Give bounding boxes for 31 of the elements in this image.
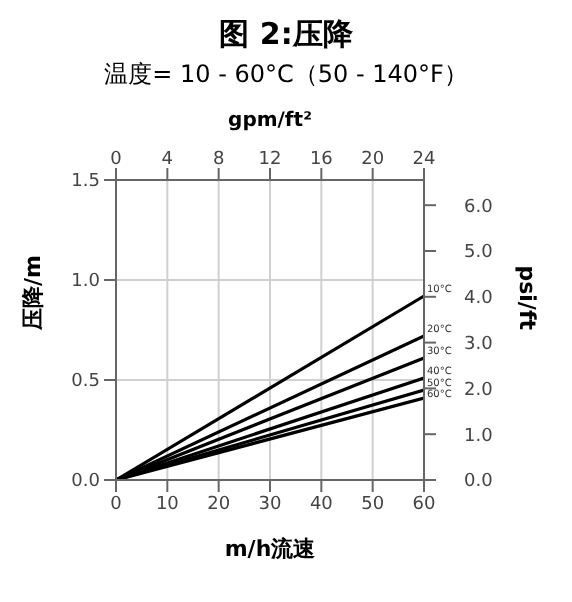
y-tick-label: 0.0: [71, 472, 101, 493]
chart-subtitle: 温度= 10 - 60°C（50 - 140°F）: [102, 58, 470, 92]
x-tick-label: 30: [258, 494, 282, 515]
x2-tick-label: 8: [212, 150, 225, 170]
x2-axis-title: gpm/ft²: [228, 110, 312, 133]
y2-tick-label: 3.0: [464, 334, 494, 355]
y-tick-label: 1.5: [71, 172, 100, 193]
x2-tick-label: 20: [361, 150, 385, 170]
x-tick-label: 50: [361, 494, 385, 515]
x2-tick-label: 0: [110, 150, 123, 170]
y-tick-label: 1.0: [71, 272, 101, 293]
x-tick-label: 40: [309, 494, 334, 515]
chart-title: 图 2:压降: [217, 16, 355, 54]
x2-tick-label: 24: [412, 150, 436, 170]
y2-tick-label: 0.0: [464, 472, 494, 493]
x2-tick-label: 12: [258, 150, 282, 170]
y2-tick-label: 4.0: [464, 289, 494, 310]
y2-axis-title: psi/ft: [514, 265, 541, 330]
y-tick-label: 0.5: [71, 372, 100, 393]
y2-tick-label: 2.0: [464, 380, 494, 401]
x2-tick-label: 16: [309, 150, 334, 170]
x-tick-label: 10: [155, 494, 180, 515]
x2-tick-label: 4: [161, 150, 174, 170]
x-axis-title: m/h流速: [224, 536, 318, 562]
y2-tick-label: 1.0: [464, 426, 494, 447]
y-axis-title: 压降/m: [19, 255, 46, 332]
x-tick-label: 0: [110, 494, 123, 515]
x-tick-label: 60: [412, 494, 436, 515]
y2-tick-label: 5.0: [464, 243, 494, 264]
y2-tick-label: 6.0: [464, 197, 494, 218]
x-tick-label: 20: [207, 494, 231, 515]
